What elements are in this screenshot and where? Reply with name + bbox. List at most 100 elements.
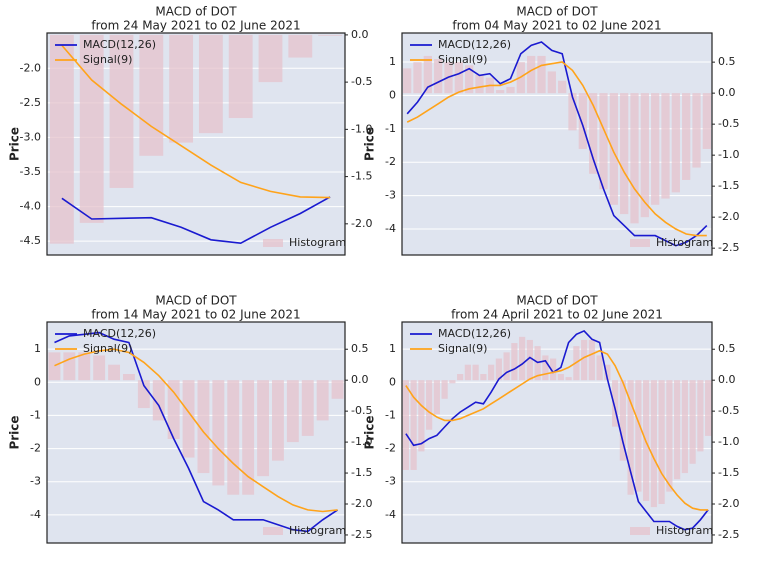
y2-tick-label: -0.5 xyxy=(351,404,372,417)
y-tick-label: -2.5 xyxy=(20,96,41,109)
histogram-bar xyxy=(318,34,343,36)
histogram-bar xyxy=(169,34,194,143)
histogram-bar xyxy=(620,93,629,215)
histogram-bar xyxy=(257,380,270,477)
histogram-bar xyxy=(658,380,665,504)
histogram-bar xyxy=(137,380,150,409)
y-tick-label: -3 xyxy=(385,189,396,202)
histogram-bar xyxy=(651,93,660,205)
y2-tick-label: 0.5 xyxy=(718,342,736,355)
histogram-bar xyxy=(682,93,691,180)
histogram-bar xyxy=(692,93,701,168)
histogram-bar xyxy=(139,34,164,156)
histogram-bar xyxy=(108,364,121,381)
histogram-bar xyxy=(449,380,456,384)
y-tick-label: -4 xyxy=(30,508,41,521)
y-tick-label: 1 xyxy=(389,342,396,355)
histogram-bar xyxy=(511,343,518,381)
y2-tick-label: -2.0 xyxy=(718,210,739,223)
histogram-bar xyxy=(433,380,440,415)
plot-frame xyxy=(46,32,346,256)
y2-tick-label: -0.5 xyxy=(718,117,739,130)
histogram-bar xyxy=(578,93,587,149)
chart-subtitle: from 14 May 2021 to 02 June 2021 xyxy=(91,308,300,322)
series-line xyxy=(61,44,331,199)
y-tick-label: -4 xyxy=(385,508,396,521)
legend-label: Histogram xyxy=(289,236,346,249)
histogram-bar xyxy=(506,86,515,94)
histogram-bar xyxy=(488,364,495,381)
legend-label: MACD(12,26) xyxy=(438,38,511,51)
chart-title: MACD of DOT xyxy=(516,5,598,19)
histogram-bar xyxy=(78,352,91,381)
histogram-bar xyxy=(167,380,180,439)
legend-label: Histogram xyxy=(656,524,713,537)
legend-label: Signal(9) xyxy=(438,53,487,66)
y-tick-label: 1 xyxy=(34,342,41,355)
y2-tick-label: -1.0 xyxy=(718,148,739,161)
histogram-bar xyxy=(681,380,688,474)
histogram-bar xyxy=(542,355,549,381)
legend-swatch xyxy=(263,239,283,247)
y2-tick-label: -0.5 xyxy=(351,75,372,88)
histogram-bar xyxy=(434,59,443,94)
histogram-bar xyxy=(640,93,649,218)
y-tick-label: -1 xyxy=(385,408,396,421)
histogram-bar xyxy=(635,380,642,492)
chart-subtitle: from 24 April 2021 to 02 June 2021 xyxy=(451,308,663,322)
y-tick-label: -2 xyxy=(30,442,41,455)
histogram-bar xyxy=(599,93,608,190)
y-axis-label: Price xyxy=(8,415,22,449)
histogram-bar xyxy=(418,380,425,452)
histogram-bar xyxy=(702,93,711,149)
histogram-bar xyxy=(465,65,474,94)
y2-tick-label: -2.5 xyxy=(718,528,739,541)
y-axis-label: Price xyxy=(363,415,377,449)
histogram-bar xyxy=(596,355,603,381)
histogram-bar xyxy=(454,62,463,94)
legend-swatch xyxy=(630,239,650,247)
series-line xyxy=(405,329,709,531)
histogram-bar xyxy=(79,34,104,223)
series-line xyxy=(406,41,708,247)
chart-title: MACD of DOT xyxy=(155,5,237,19)
histogram-bar xyxy=(650,380,657,508)
histogram-bar xyxy=(627,380,634,495)
y-tick-label: -3.5 xyxy=(20,165,41,178)
histogram-bar xyxy=(496,90,505,94)
histogram-bar xyxy=(331,380,344,399)
legend-label: Histogram xyxy=(289,524,346,537)
histogram-bar xyxy=(588,339,595,381)
histogram-bar xyxy=(464,364,471,381)
y2-tick-label: 0.0 xyxy=(718,373,736,386)
y-tick-label: -4.5 xyxy=(20,234,41,247)
y-tick-label: 0 xyxy=(34,375,41,388)
histogram-bar xyxy=(109,34,134,188)
series-line xyxy=(54,331,339,533)
legend-label: Histogram xyxy=(656,236,713,249)
y-tick-label: -4 xyxy=(385,222,396,235)
histogram-bar xyxy=(537,55,546,94)
histogram-bar xyxy=(568,93,577,131)
histogram-bar xyxy=(413,62,422,94)
histogram-bar xyxy=(705,380,712,436)
y2-tick-label: -1.5 xyxy=(351,170,372,183)
histogram-bar xyxy=(93,355,106,381)
histogram-bar xyxy=(550,358,557,381)
histogram-bar xyxy=(630,93,639,224)
histogram-bar xyxy=(48,352,61,381)
y2-tick-label: -2.5 xyxy=(718,241,739,254)
y-tick-label: -2 xyxy=(385,442,396,455)
histogram-bar xyxy=(441,380,448,399)
histogram-bar xyxy=(604,364,611,381)
y2-tick-label: -2.0 xyxy=(718,497,739,510)
y-tick-label: -3 xyxy=(385,475,396,488)
histogram-bar xyxy=(581,339,588,381)
chart-title: MACD of DOT xyxy=(516,294,598,308)
histogram-bar xyxy=(519,336,526,381)
legend-label: Signal(9) xyxy=(83,53,132,66)
histogram-bar xyxy=(288,34,313,58)
histogram-bar xyxy=(271,380,284,461)
y2-tick-label: 0.0 xyxy=(718,86,736,99)
